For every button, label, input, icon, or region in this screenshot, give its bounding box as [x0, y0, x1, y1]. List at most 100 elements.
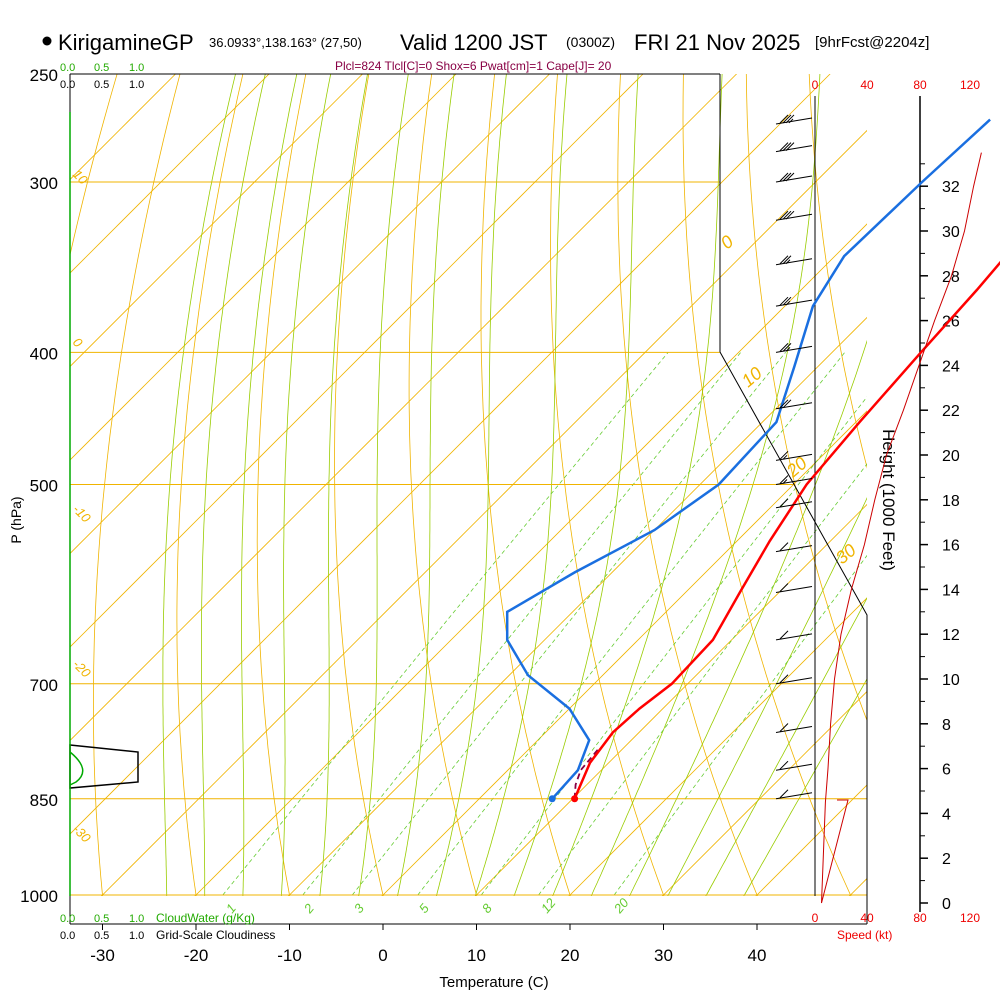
dry-adiabat-line	[256, 74, 307, 896]
moist-adiabat-line	[705, 597, 867, 896]
valid-prefix: Valid 1200 JST	[400, 30, 548, 55]
isotherm-line	[474, 503, 867, 896]
dry-adiabat-line	[93, 74, 181, 896]
height-tick-label: 26	[942, 314, 960, 331]
x-axis-label: Temperature (C)	[439, 974, 548, 991]
dry-adiabat-line	[808, 74, 867, 469]
site-marker-dot	[42, 36, 52, 46]
plot-right-border-diagonal	[719, 351, 868, 924]
height-tick-label: 18	[942, 493, 960, 510]
isotherm-line	[194, 223, 867, 896]
height-tick-label: 2	[942, 851, 951, 868]
dry-adiabat-line	[745, 74, 867, 722]
isotherm-line	[70, 74, 831, 835]
thermo-grid	[0, 0, 1000, 924]
height-tick-label: 32	[942, 179, 960, 196]
temp-tick-label: 10	[467, 946, 486, 965]
dry-adiabat-line	[926, 0, 1000, 924]
pressure-tick-label: 500	[30, 477, 58, 496]
wind-barb-staff	[775, 175, 813, 183]
wind-barb-staff	[775, 402, 813, 410]
wind-barb-feather	[782, 296, 792, 306]
dewpoint-trace	[505, 118, 991, 800]
forecast-tag: [9hrFcst@2204z]	[815, 34, 929, 51]
moist-adiabat-line	[474, 74, 568, 896]
speed-bottom-80: 80	[913, 911, 927, 925]
wind-barb-staff	[775, 792, 813, 800]
temperature-axis: -30 -20 -10 0 10 20 30 40	[90, 924, 766, 965]
wind-barb-feather	[782, 399, 792, 409]
dry-adiabat-line	[176, 74, 244, 896]
pressure-tick-label: 250	[30, 66, 58, 85]
isotherm-line	[70, 74, 457, 461]
wind-barb-staff	[775, 145, 813, 153]
wind-barb-feather	[779, 723, 789, 732]
pressure-tick-label: 850	[30, 791, 58, 810]
temp-tick-label: 20	[561, 946, 580, 965]
wind-speed-trace	[821, 152, 982, 904]
black-scale-bottom-1: 0.5	[94, 930, 109, 942]
wind-barb-staff	[775, 213, 813, 221]
isotherm-line	[568, 597, 867, 896]
dry-adiabat-line	[0, 0, 41, 924]
moist-adiabat-line	[397, 74, 455, 896]
left-scale-bottom: 0.0 0.5 1.0 CloudWater (g/Kg) 0.0 0.5 1.…	[60, 911, 275, 942]
wind-barb-feather	[785, 142, 795, 151]
speed-top-0: 0	[812, 78, 819, 92]
moist-adiabat-line	[162, 74, 236, 896]
wind-barb-half	[785, 259, 791, 265]
temp-tick-label: 30	[654, 946, 673, 965]
isotherm-line	[70, 74, 644, 648]
dry-adiabat-label: -30	[70, 822, 94, 846]
mixing-ratio-label: 5	[416, 900, 433, 916]
moist-adiabat-line	[200, 74, 266, 896]
wind-barb-feather	[782, 342, 792, 352]
green-scale-bottom-1: 0.5	[94, 913, 109, 925]
height-tick-label: 10	[942, 672, 960, 689]
pressure-tick-label: 1000	[20, 887, 58, 906]
dry-adiabat-line	[617, 74, 758, 896]
wind-barb-staff	[775, 677, 813, 685]
dry-adiabat-line	[70, 74, 118, 257]
dry-adiabat-line	[408, 74, 478, 896]
isotherm-line	[661, 690, 867, 896]
temp-tick-label: 0	[378, 946, 387, 965]
mixing-ratio-label: 8	[479, 900, 496, 916]
wind-barb-feather	[785, 210, 795, 220]
wind-barb-staff	[775, 585, 813, 593]
mixing-ratio-label: 12	[538, 895, 559, 916]
moist-adiabat-line	[590, 74, 821, 896]
wind-barb-feather	[779, 142, 789, 151]
surface-dewpoint-dot	[548, 795, 556, 803]
moist-adiabat-line	[436, 74, 507, 896]
wind-barb-half	[788, 118, 794, 124]
green-scale-2: 1.0	[129, 62, 144, 74]
isotherm-line	[381, 410, 867, 896]
wind-barb-feather	[779, 475, 789, 484]
height-tick-label: 0	[942, 896, 951, 913]
black-scale-0: 0.0	[60, 79, 75, 91]
speed-top-80: 80	[913, 78, 927, 92]
header: KirigamineGP 36.0933°,138.163° (27,50) V…	[42, 30, 929, 73]
moist-adiabat-line	[667, 497, 867, 896]
black-scale-1: 0.5	[94, 79, 109, 91]
speed-top-40: 40	[860, 78, 874, 92]
wind-barb-feather	[779, 255, 789, 265]
wind-barb-feather	[782, 142, 792, 151]
parcel-trace	[573, 747, 600, 799]
wind-barb-feather	[782, 172, 792, 182]
cloudiness-label: Grid-Scale Cloudiness	[156, 928, 275, 942]
pressure-tick-label: 300	[30, 174, 58, 193]
mixing-ratio-label: 2	[300, 900, 317, 917]
pressure-tick-label: 400	[30, 344, 58, 363]
green-scale-1: 0.5	[94, 62, 109, 74]
dry-adiabat-label: -10	[70, 502, 94, 526]
isotherm-line	[287, 316, 867, 896]
black-scale-bottom-2: 1.0	[129, 930, 144, 942]
moist-adiabat-line	[513, 74, 639, 896]
site-coords: 36.0933°,138.163° (27,50)	[209, 35, 362, 50]
isotherm-line	[70, 74, 551, 555]
wind-barb-feather	[779, 583, 789, 592]
wind-barb-feather	[779, 210, 789, 220]
